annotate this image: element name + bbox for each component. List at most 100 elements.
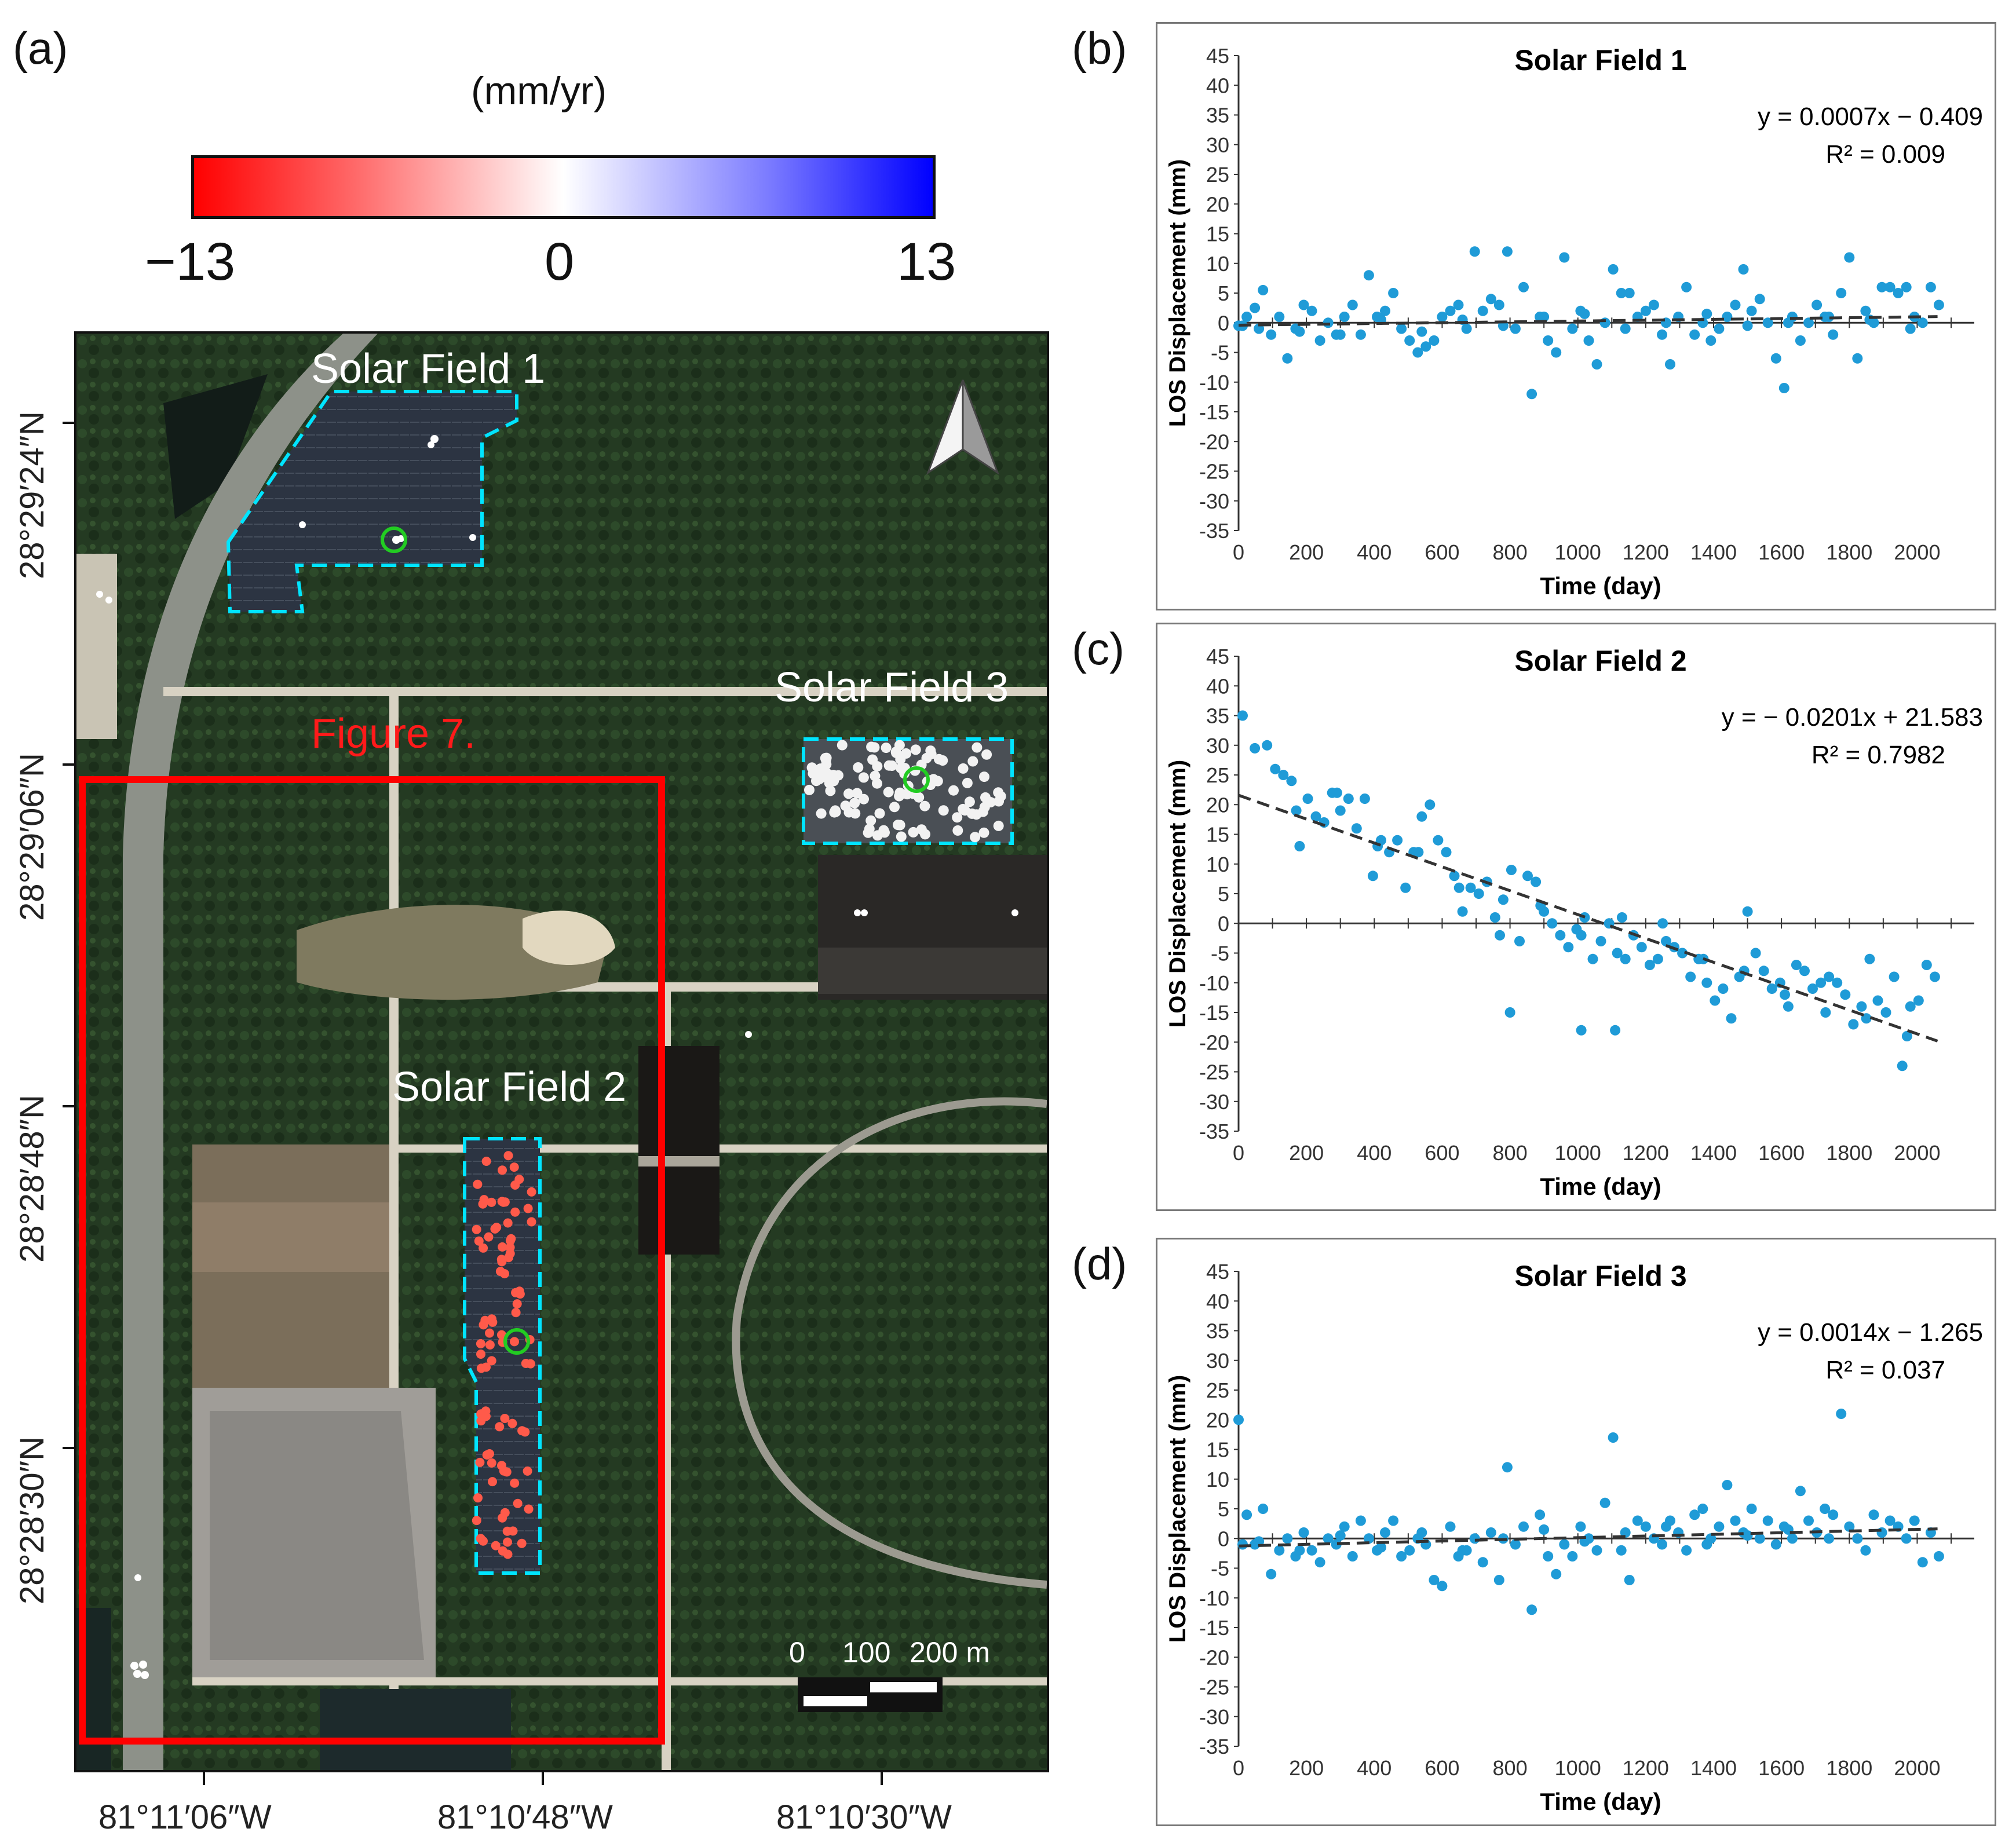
data-point xyxy=(1872,995,1883,1006)
data-point xyxy=(1848,1019,1859,1030)
data-point xyxy=(1860,1545,1871,1556)
data-point xyxy=(1860,305,1871,316)
y-tick-label: 0 xyxy=(1218,912,1229,935)
data-point xyxy=(1522,871,1533,882)
data-point xyxy=(1266,329,1277,340)
data-point xyxy=(1925,281,1936,292)
trend-equation: y = 0.0014x − 1.265 xyxy=(1758,1318,1983,1347)
data-point xyxy=(1836,1409,1847,1419)
data-point xyxy=(1286,776,1297,787)
y-tick-label: 45 xyxy=(1206,1260,1229,1283)
data-point xyxy=(1343,793,1354,804)
y-tick-label: -35 xyxy=(1199,519,1229,543)
map-point xyxy=(510,1207,520,1217)
data-point xyxy=(1587,953,1598,964)
data-point xyxy=(1754,1533,1765,1544)
data-point xyxy=(1551,1568,1562,1579)
data-point xyxy=(1636,942,1647,953)
data-point xyxy=(1652,953,1663,964)
data-point xyxy=(1355,1515,1366,1526)
map-point xyxy=(886,760,897,771)
data-point xyxy=(1355,329,1366,340)
data-point xyxy=(1714,1521,1725,1532)
misc-points xyxy=(96,591,1018,1679)
map-point xyxy=(978,827,989,838)
y-tick-label: 25 xyxy=(1206,163,1229,187)
map-point xyxy=(859,793,869,805)
map-point xyxy=(505,1249,515,1259)
map-point xyxy=(837,740,848,751)
data-point xyxy=(1469,1533,1480,1544)
data-point xyxy=(1453,882,1464,893)
y-tick-label: 20 xyxy=(1206,793,1229,817)
map-point xyxy=(514,1175,524,1184)
data-point xyxy=(1331,787,1342,798)
map-point xyxy=(865,815,876,826)
map-point xyxy=(804,784,815,795)
figure-7-box xyxy=(79,776,665,1745)
data-point xyxy=(1632,1515,1643,1526)
data-point xyxy=(1363,1533,1374,1544)
map-point xyxy=(487,1458,496,1468)
data-point xyxy=(1677,948,1688,959)
data-point xyxy=(1526,1604,1537,1615)
map-point xyxy=(475,1457,485,1467)
data-point xyxy=(1901,1031,1912,1041)
x-tick-label: 200 xyxy=(1289,1141,1324,1165)
data-point xyxy=(1783,317,1794,328)
data-point xyxy=(1730,299,1741,310)
data-point xyxy=(1701,1539,1712,1550)
lon-label-3: 81°10′30″W xyxy=(776,1798,952,1836)
data-point xyxy=(1420,341,1431,352)
data-point xyxy=(1413,847,1424,858)
data-point xyxy=(1595,936,1606,946)
chart-panel-c: Solar Field 2 y = − 0.0201x + 21.583 R² = … xyxy=(1156,623,1996,1211)
data-point xyxy=(1661,936,1671,946)
map-point xyxy=(484,1232,494,1242)
data-point xyxy=(1526,389,1537,400)
data-point xyxy=(1701,977,1712,988)
data-point xyxy=(1616,288,1627,298)
y-tick-label: 15 xyxy=(1206,222,1229,246)
x-tick-label: 400 xyxy=(1357,540,1392,564)
data-point xyxy=(1742,906,1753,917)
data-point xyxy=(1816,977,1827,988)
data-point xyxy=(1799,966,1810,977)
data-point xyxy=(1824,971,1835,982)
data-point xyxy=(1933,1551,1944,1562)
data-point xyxy=(1567,323,1578,334)
lat-label-4: 28°28′30″N xyxy=(13,1436,51,1604)
x-tick-label: 2000 xyxy=(1894,540,1940,564)
data-point xyxy=(1616,1545,1627,1556)
data-point xyxy=(1258,284,1269,295)
data-point xyxy=(1539,312,1550,322)
y-tick-label: 45 xyxy=(1206,44,1229,68)
data-point xyxy=(1380,305,1390,316)
x-axis-label: Time (day) xyxy=(1540,572,1661,599)
y-axis-label: LOS Displacement (mm) xyxy=(1165,159,1190,427)
map-point xyxy=(952,812,963,823)
map-point xyxy=(843,788,854,799)
data-point xyxy=(1392,835,1403,846)
map-point xyxy=(506,1234,516,1244)
map-point xyxy=(523,1466,532,1476)
data-point xyxy=(1803,317,1814,328)
data-point xyxy=(1314,335,1325,346)
data-point xyxy=(1718,983,1729,994)
y-tick-label: 15 xyxy=(1206,823,1229,847)
data-point xyxy=(1884,1515,1896,1526)
selected-point-marker xyxy=(903,766,930,793)
data-point xyxy=(1844,1521,1855,1532)
data-point xyxy=(1412,347,1423,358)
x-axis-label: Time (day) xyxy=(1540,1173,1661,1200)
data-point xyxy=(1754,294,1765,305)
data-point xyxy=(1795,335,1806,346)
lat-tick xyxy=(63,422,74,424)
map-point xyxy=(512,1299,522,1309)
data-point xyxy=(1766,983,1777,994)
map-point xyxy=(825,785,836,796)
data-point xyxy=(1291,805,1302,816)
scale-label-0: 0 xyxy=(789,1636,805,1669)
solar-field-3-label: Solar Field 3 xyxy=(775,664,1009,711)
data-point xyxy=(1901,281,1912,292)
